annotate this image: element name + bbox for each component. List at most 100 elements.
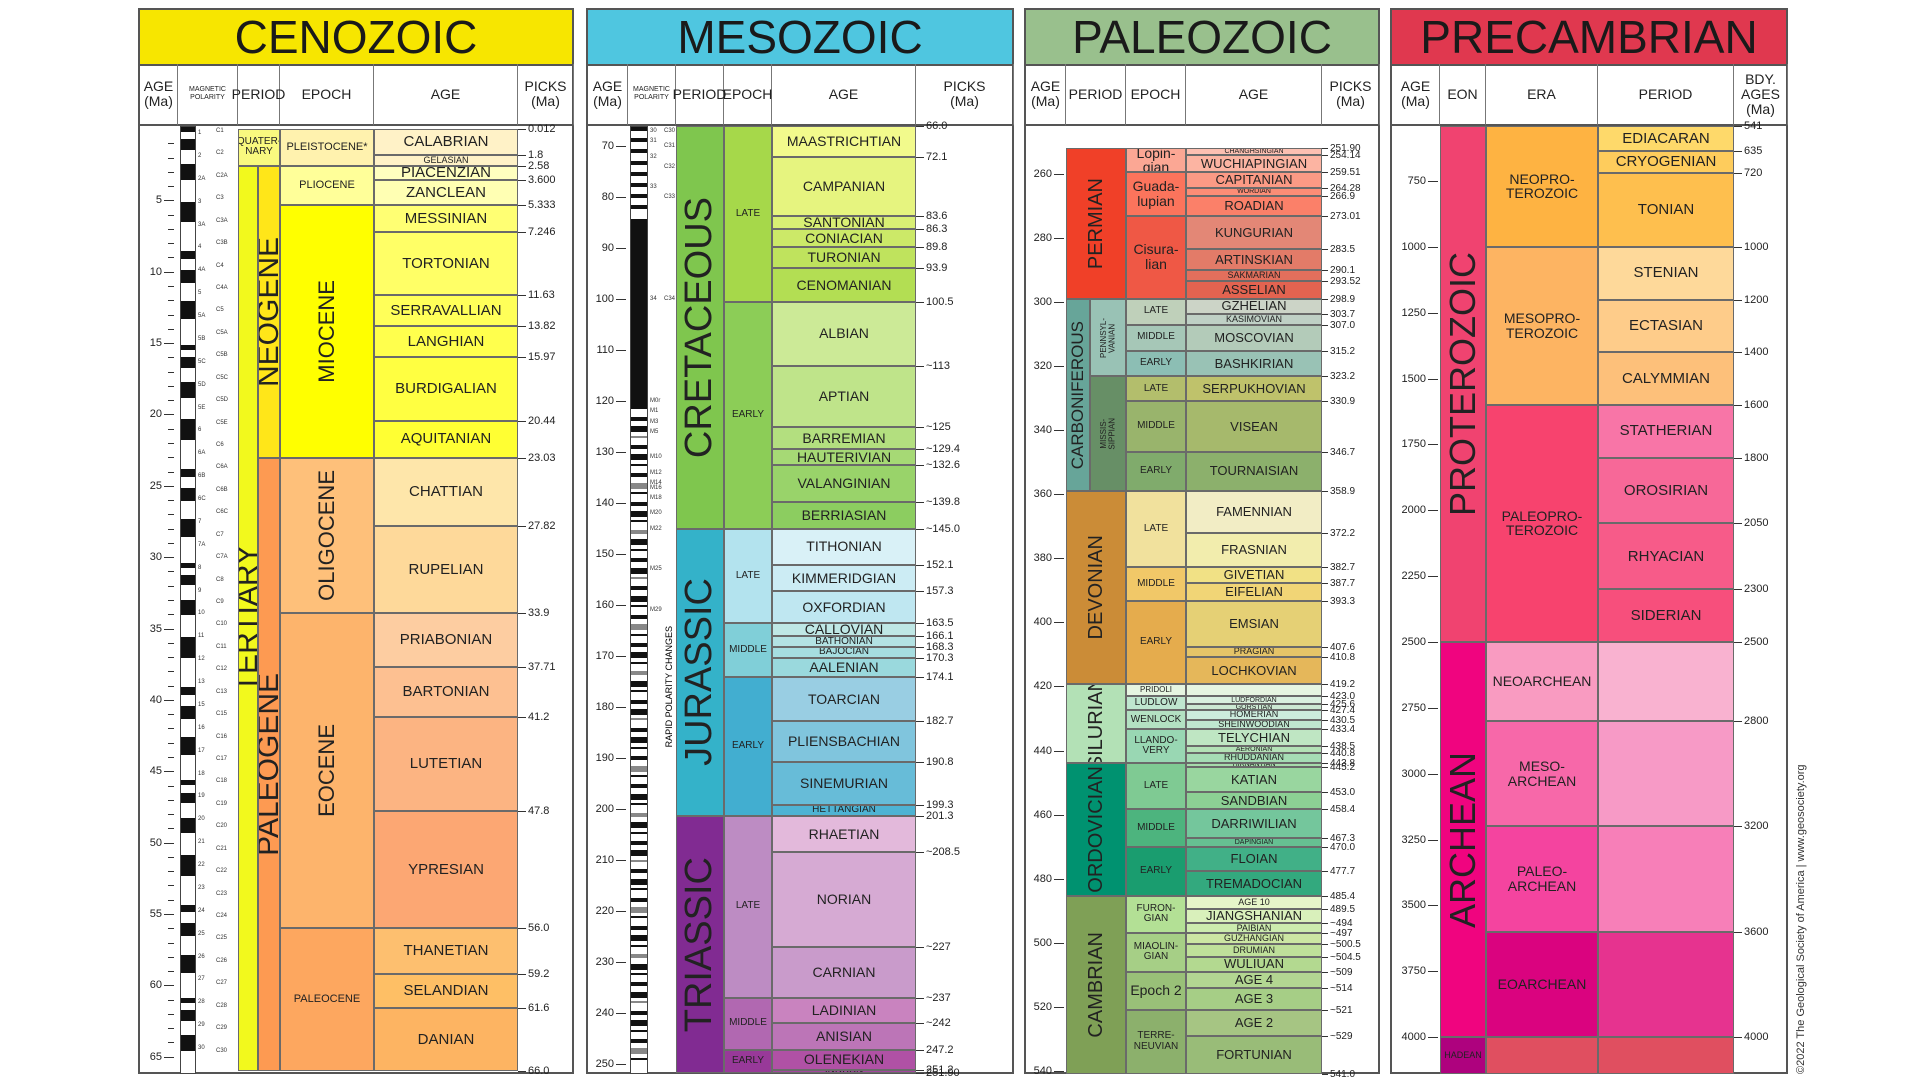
age-cell: OXFORDIAN — [772, 591, 916, 623]
age-cell: HIRNANTIAN — [1186, 762, 1322, 768]
pick-label: 393.3 — [1330, 595, 1356, 607]
epoch-label: PRIDOLI — [1139, 684, 1172, 694]
anomaly-label: M12 — [650, 469, 662, 476]
pick-label: 100.5 — [926, 295, 954, 308]
polarity-band — [631, 765, 647, 772]
age-cell: APTIAN — [772, 365, 916, 427]
pick-tick — [916, 157, 924, 159]
anomaly-label: 5E — [198, 404, 206, 411]
epoch-cell: MIDDLE — [1126, 324, 1186, 351]
polarity-band — [181, 251, 195, 260]
anomaly-label: 10 — [198, 610, 205, 617]
axis-label: 65 — [149, 1050, 162, 1063]
polarity-band — [181, 164, 195, 180]
pick-label: 430.5 — [1330, 715, 1356, 727]
anomaly-label: M18 — [650, 495, 662, 502]
anomaly-label: M16 — [650, 484, 662, 491]
chron-label: C6 — [216, 442, 224, 448]
pick-tick — [1322, 298, 1328, 300]
pick-label: 290.1 — [1330, 265, 1356, 277]
pick-tick — [1322, 196, 1328, 198]
polarity-band — [631, 633, 647, 636]
pick-tick — [916, 268, 924, 270]
age-label: SANTONIAN — [803, 215, 885, 230]
polarity-band — [631, 492, 647, 495]
period-tertiary: TERTIARY — [238, 165, 258, 1071]
bdy-label: 541 — [1744, 120, 1763, 132]
axis-minor-tick — [168, 642, 174, 644]
period-cell — [1598, 642, 1734, 722]
pick-label: 170.3 — [926, 651, 954, 664]
age-label: SAKMARIAN — [1227, 270, 1281, 281]
age-cell: TOURNAISIAN — [1186, 451, 1322, 491]
axis-tick — [164, 200, 174, 202]
axis-minor-tick — [168, 899, 174, 901]
axis-tick — [616, 707, 626, 709]
polarity-band — [631, 149, 647, 154]
age-cell: GORSTIAN — [1186, 704, 1322, 711]
pick-tick — [1322, 646, 1328, 648]
polarity-band — [631, 746, 647, 749]
age-cell: AGE 3 — [1186, 987, 1322, 1010]
epoch-label: MIDDLE — [1137, 577, 1175, 589]
pick-tick — [1322, 809, 1328, 811]
epoch-cell: WENLOCK — [1126, 710, 1186, 730]
pick-tick — [1322, 1009, 1328, 1011]
axis-label: 120 — [595, 395, 614, 408]
axis-label: 60 — [149, 979, 162, 992]
polarity-band — [631, 944, 647, 947]
polarity-band — [631, 1048, 647, 1055]
age-label: PRAGIAN — [1233, 646, 1275, 657]
age-label: LUDFORDIAN — [1231, 696, 1277, 704]
polarity-band — [631, 218, 647, 408]
age-label: YPRESIAN — [408, 860, 484, 878]
pick-label: 56.0 — [528, 922, 550, 935]
pick-tick — [1322, 376, 1328, 378]
polarity-band — [631, 963, 647, 970]
polarity-band — [631, 511, 647, 518]
axis-minor-tick — [168, 257, 174, 259]
anomaly-label: 6B — [198, 473, 206, 480]
age-label: OLENEKIAN — [803, 1051, 885, 1068]
epoch-cell: LUDLOW — [1126, 696, 1186, 711]
axis-tick — [164, 557, 174, 559]
epoch-label: PLEISTOCENE* — [286, 140, 368, 153]
age-label: PRIABONIAN — [399, 631, 493, 649]
pick-tick — [1322, 313, 1328, 315]
axis-tick — [164, 343, 174, 345]
era-cell: NEOARCHEAN — [1486, 642, 1598, 722]
period-label: PALEOGENE — [258, 672, 280, 856]
age-cell: CENOMANIAN — [772, 268, 916, 302]
pick-label: 251.90 — [926, 1067, 960, 1080]
age-label: HAUTERIVIAN — [796, 449, 892, 465]
period-cell — [1598, 826, 1734, 932]
period-cell: QUATER- NARY — [238, 129, 280, 166]
anomaly-label: 9 — [198, 587, 202, 594]
pick-label: 20.44 — [528, 414, 556, 427]
polarity-band — [631, 841, 647, 846]
axis-minor-tick — [168, 757, 174, 758]
axis-label: 340 — [1033, 424, 1052, 437]
pick-label: 323.2 — [1330, 371, 1356, 383]
pick-tick — [518, 420, 526, 422]
anomaly-label: 5A — [198, 313, 206, 320]
age-cell: SANDBIAN — [1186, 792, 1322, 810]
period-cell: SIDERIAN — [1598, 589, 1734, 642]
age-cell: RHAETIAN — [772, 815, 916, 853]
axis-tick — [1054, 174, 1064, 176]
pick-label: ~145.0 — [926, 522, 960, 535]
period-cell: CALYMMIAN — [1598, 352, 1734, 405]
axis-minor-tick — [168, 571, 174, 573]
polarity-band — [631, 737, 647, 744]
pick-tick — [916, 426, 924, 428]
pick-tick — [1322, 148, 1328, 150]
age-label: CARNIAN — [812, 963, 876, 980]
age-label: HOMERIAN — [1229, 710, 1279, 720]
pick-tick — [916, 564, 924, 566]
pick-label: 59.2 — [528, 967, 550, 980]
panel-paleozoic: PALEOZOIC AGE (Ma) PERIOD EPOCH AGE PICKS (Ma) 2… — [1024, 8, 1380, 1080]
chron-label: C27 — [216, 980, 228, 987]
age-label: SHEINWOODIAN — [1218, 720, 1290, 730]
polarity-band — [181, 923, 195, 937]
polarity-band — [631, 859, 647, 862]
